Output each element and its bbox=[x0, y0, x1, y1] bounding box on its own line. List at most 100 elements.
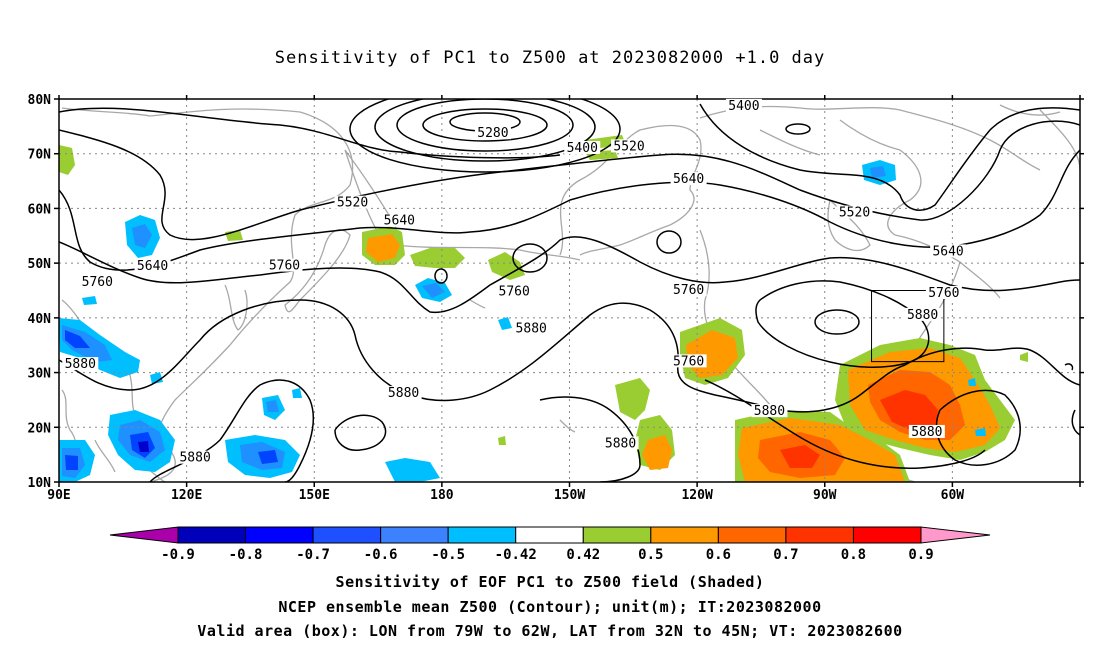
colorbar-min-arrow bbox=[109, 526, 179, 544]
colorbar-segment bbox=[785, 526, 854, 544]
contour-label: 5640 bbox=[137, 259, 168, 274]
lon-label: 90E bbox=[47, 488, 70, 503]
contour-label-bg bbox=[725, 98, 762, 112]
contour-label: 5400 bbox=[567, 141, 598, 156]
contour-label-bg bbox=[134, 259, 171, 273]
contour-label-bg bbox=[564, 140, 601, 154]
contour-label: 5760 bbox=[499, 284, 530, 299]
colorbar-segment bbox=[582, 526, 652, 544]
contour-label-bg bbox=[670, 172, 707, 186]
valid-area-box bbox=[871, 290, 945, 363]
contour-label-bg bbox=[385, 386, 422, 400]
colorbar: -0.9 -0.8 -0.7 -0.6 -0.5 -0.42 0.42 0.5 0.6 0.7 0.… bbox=[109, 526, 991, 563]
contour-label: 5280 bbox=[477, 126, 508, 141]
contour-label: 5880 bbox=[516, 322, 547, 337]
lat-label: 60N bbox=[28, 202, 52, 217]
contour-label: 5760 bbox=[673, 283, 704, 298]
colorbar-label: 0.6 bbox=[706, 547, 731, 563]
lon-label: 150E bbox=[299, 488, 330, 503]
contour-label-bg bbox=[474, 126, 511, 140]
lon-label: 60W bbox=[941, 488, 965, 503]
contour-label-bg bbox=[930, 244, 967, 258]
contour-label-bg bbox=[266, 258, 303, 272]
contour-label-bg bbox=[496, 284, 533, 298]
lon-label: 150W bbox=[554, 488, 585, 503]
lon-label: 90W bbox=[813, 488, 837, 503]
contour-label: 5760 bbox=[82, 275, 113, 290]
contour-label-bg bbox=[908, 424, 945, 438]
colorbar-label: -0.8 bbox=[229, 547, 263, 563]
lon-label: 120W bbox=[681, 488, 712, 503]
colorbar-label: 0.9 bbox=[908, 547, 933, 563]
sensitivity-shading bbox=[59, 135, 1028, 482]
contour-label-bg bbox=[670, 354, 707, 368]
colorbar-segment bbox=[650, 526, 719, 544]
contour-label-bg bbox=[611, 139, 648, 153]
colorbar-label: 0.42 bbox=[566, 547, 600, 563]
lat-label: 20N bbox=[28, 421, 52, 436]
lon-label: 180 bbox=[430, 488, 454, 503]
contour-label: 5760 bbox=[673, 354, 704, 369]
colorbar-segment bbox=[447, 526, 517, 544]
colorbar-label: -0.5 bbox=[431, 547, 465, 563]
contour-label-bg bbox=[602, 436, 639, 450]
plot-title: Sensitivity of PC1 to Z500 at 2023082000… bbox=[274, 48, 826, 68]
lat-label: 10N bbox=[28, 476, 52, 491]
contour-label-bg bbox=[62, 357, 99, 371]
contour-label-bg bbox=[925, 285, 962, 299]
colorbar-segment bbox=[177, 526, 247, 544]
lat-label: 50N bbox=[28, 257, 52, 272]
contour-label-bg bbox=[381, 213, 418, 227]
latitude-labels: 80N 70N 60N 50N 40N 30N 20N 10N bbox=[28, 93, 52, 491]
lat-label: 70N bbox=[28, 148, 52, 163]
lat-label: 80N bbox=[28, 93, 52, 108]
longitude-labels: 90E 120E 150E 180 150W 120W 90W 60W bbox=[47, 488, 964, 503]
contour-label-bg bbox=[79, 275, 116, 289]
colorbar-label: -0.6 bbox=[364, 547, 398, 563]
colorbar-segment bbox=[245, 526, 314, 544]
colorbar-label: 0.5 bbox=[638, 547, 663, 563]
colorbar-segment bbox=[380, 526, 449, 544]
colorbar-segment bbox=[717, 526, 787, 544]
colorbar-label: -0.9 bbox=[161, 547, 195, 563]
contour-label-bg bbox=[177, 450, 214, 464]
colorbar-label: -0.7 bbox=[296, 547, 330, 563]
lat-label: 40N bbox=[28, 312, 52, 327]
contour-label: 5880 bbox=[754, 404, 785, 419]
colorbar-label: 0.7 bbox=[773, 547, 798, 563]
contour-label-bg bbox=[904, 307, 941, 321]
contour-label: 5880 bbox=[179, 451, 210, 466]
contour-label-bg bbox=[334, 195, 371, 209]
contour-label: 5880 bbox=[907, 308, 938, 323]
colorbar-max-arrow bbox=[920, 526, 991, 544]
contour-label: 5760 bbox=[269, 259, 300, 274]
lon-label: 120E bbox=[171, 488, 202, 503]
contour-label: 5520 bbox=[839, 206, 870, 221]
contour-label-bg bbox=[836, 205, 873, 219]
contour-label: 5640 bbox=[932, 244, 963, 259]
axis-ticks bbox=[54, 95, 1084, 487]
footer-line-3: Valid area (box): LON from 79W to 62W, L… bbox=[197, 622, 903, 640]
footer-line-2: NCEP ensemble mean Z500 (Contour); unit(… bbox=[278, 598, 822, 616]
footer-line-1: Sensitivity of EOF PC1 to Z500 field (Sh… bbox=[335, 573, 765, 591]
contour-labels: 5400 5280 5400 5520 5640 5520 5640 5640 5760 5760… bbox=[62, 98, 967, 466]
contour-label: 5400 bbox=[728, 99, 759, 114]
lat-label: 30N bbox=[28, 367, 52, 382]
colorbar-segment bbox=[312, 526, 382, 544]
contour-label-bg bbox=[751, 404, 788, 418]
contour-label: 5520 bbox=[337, 196, 368, 211]
colorbar-segment bbox=[852, 526, 922, 544]
contour-label: 5880 bbox=[911, 425, 942, 440]
contour-label: 5640 bbox=[384, 214, 415, 229]
contour-label: 5520 bbox=[613, 139, 644, 154]
colorbar-label: 0.8 bbox=[841, 547, 866, 563]
colorbar-label: -0.42 bbox=[495, 547, 537, 563]
contour-label: 5760 bbox=[928, 286, 959, 301]
colorbar-segment bbox=[515, 526, 584, 544]
contour-label: 5880 bbox=[388, 386, 419, 401]
contour-label: 5640 bbox=[673, 172, 704, 187]
contour-label: 5880 bbox=[605, 436, 636, 451]
contour-label-bg bbox=[670, 283, 707, 297]
contour-label: 5880 bbox=[65, 357, 96, 372]
